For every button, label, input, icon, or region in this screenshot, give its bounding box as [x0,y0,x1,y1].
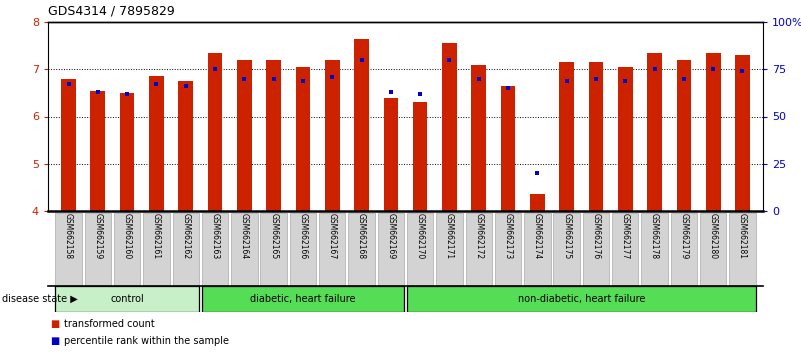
FancyBboxPatch shape [437,212,463,285]
Text: GSM662174: GSM662174 [533,213,541,259]
FancyBboxPatch shape [612,212,638,285]
FancyBboxPatch shape [524,212,550,285]
FancyBboxPatch shape [85,212,111,285]
Text: GSM662166: GSM662166 [299,213,308,259]
Text: GSM662181: GSM662181 [738,213,747,259]
Bar [149,76,163,211]
FancyBboxPatch shape [319,212,345,285]
Text: GSM662179: GSM662179 [679,213,688,259]
FancyBboxPatch shape [407,212,433,285]
Text: GSM662169: GSM662169 [386,213,396,259]
Bar [677,60,691,211]
FancyBboxPatch shape [407,286,755,312]
Text: GSM662175: GSM662175 [562,213,571,259]
Bar [207,53,223,211]
FancyBboxPatch shape [202,212,228,285]
Bar [706,53,721,211]
FancyBboxPatch shape [172,212,199,285]
FancyBboxPatch shape [202,286,404,312]
Text: GSM662180: GSM662180 [709,213,718,259]
Bar [735,55,750,211]
Text: GSM662173: GSM662173 [504,213,513,259]
Text: GSM662165: GSM662165 [269,213,278,259]
Bar [442,43,457,211]
Text: ■: ■ [50,336,59,347]
Text: GSM662171: GSM662171 [445,213,454,259]
Bar [618,67,633,211]
FancyBboxPatch shape [231,212,257,285]
FancyBboxPatch shape [348,212,375,285]
Text: GSM662172: GSM662172 [474,213,483,259]
FancyBboxPatch shape [377,212,404,285]
FancyBboxPatch shape [55,286,199,312]
Bar [120,93,135,211]
FancyBboxPatch shape [55,212,82,285]
Bar [413,102,428,211]
Text: non-diabetic, heart failure: non-diabetic, heart failure [517,294,645,304]
FancyBboxPatch shape [729,212,755,285]
Bar [266,60,281,211]
Text: GSM662164: GSM662164 [239,213,249,259]
Bar [559,62,574,211]
Bar [237,60,252,211]
Bar [325,60,340,211]
Bar [589,62,603,211]
Bar [179,81,193,211]
Text: GSM662161: GSM662161 [152,213,161,259]
FancyBboxPatch shape [260,212,287,285]
Text: GSM662163: GSM662163 [211,213,219,259]
Bar [61,79,76,211]
Bar [530,194,545,211]
Text: percentile rank within the sample: percentile rank within the sample [64,336,229,347]
Text: GSM662159: GSM662159 [93,213,103,259]
FancyBboxPatch shape [583,212,609,285]
Text: transformed count: transformed count [64,319,155,329]
Text: GSM662176: GSM662176 [591,213,601,259]
Text: GSM662160: GSM662160 [123,213,131,259]
FancyBboxPatch shape [642,212,668,285]
Bar [472,64,486,211]
FancyBboxPatch shape [465,212,492,285]
Text: ■: ■ [50,319,59,329]
Text: GSM662178: GSM662178 [650,213,659,259]
Text: GDS4314 / 7895829: GDS4314 / 7895829 [48,5,175,18]
Bar [384,98,398,211]
Bar [296,67,310,211]
Text: GSM662158: GSM662158 [64,213,73,259]
Text: diabetic, heart failure: diabetic, heart failure [250,294,356,304]
Text: GSM662167: GSM662167 [328,213,336,259]
FancyBboxPatch shape [553,212,580,285]
Text: control: control [111,294,144,304]
FancyBboxPatch shape [290,212,316,285]
Bar [91,91,105,211]
Text: GSM662168: GSM662168 [357,213,366,259]
Text: disease state ▶: disease state ▶ [2,294,78,304]
Text: GSM662170: GSM662170 [416,213,425,259]
Text: GSM662177: GSM662177 [621,213,630,259]
FancyBboxPatch shape [114,212,140,285]
Text: GSM662162: GSM662162 [181,213,190,259]
FancyBboxPatch shape [495,212,521,285]
FancyBboxPatch shape [143,212,170,285]
Bar [501,86,515,211]
Bar [354,39,369,211]
FancyBboxPatch shape [670,212,697,285]
Bar [647,53,662,211]
FancyBboxPatch shape [700,212,727,285]
